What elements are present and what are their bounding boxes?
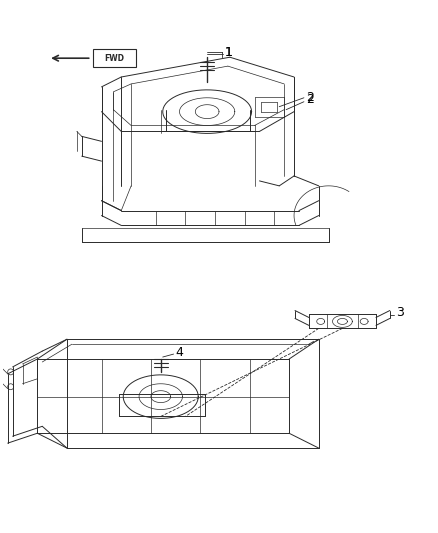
Text: FWD: FWD xyxy=(104,54,124,63)
Text: 1: 1 xyxy=(225,46,233,59)
Text: 3: 3 xyxy=(396,306,403,319)
Text: 4: 4 xyxy=(176,345,184,359)
Text: 2: 2 xyxy=(306,93,314,106)
FancyBboxPatch shape xyxy=(92,49,136,67)
Text: 1: 1 xyxy=(225,46,233,59)
Text: 2: 2 xyxy=(306,91,314,104)
